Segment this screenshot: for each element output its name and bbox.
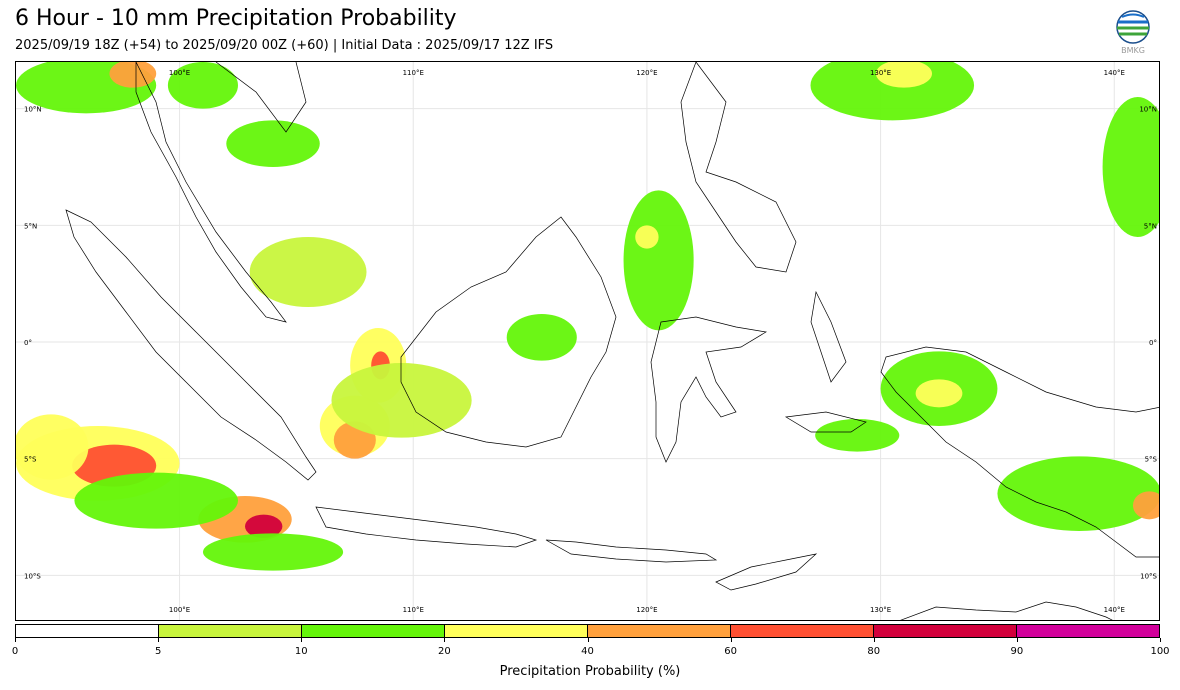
coast-maluku (810, 290, 847, 383)
precip-region (506, 314, 577, 361)
precip-region (331, 363, 472, 438)
colorbar-label: Precipitation Probability (%) (499, 664, 681, 679)
colorbar-segment (159, 625, 302, 637)
lat-label-right: 10°N (1139, 106, 1157, 114)
coast-sulawesi (650, 316, 767, 463)
colorbar-segment (1017, 625, 1159, 637)
colorbar-tick-label: 5 (154, 646, 162, 657)
colorbar-segment (588, 625, 731, 637)
lon-label-bottom: 120°E (636, 606, 657, 614)
colorbar-tick-mark (444, 638, 446, 642)
colorbar-ticks: 0 5 10 20 40 60 80 90 100 (11, 638, 1170, 660)
lon-label-bottom: 110°E (403, 606, 424, 614)
lat-label-right: 5°N (1144, 222, 1157, 230)
coast-malay-peninsula (135, 62, 287, 323)
precip-region (875, 62, 932, 88)
bmkg-logo: BMKG (1116, 10, 1150, 55)
lon-label-top: 140°E (1104, 69, 1125, 77)
precipitation-field (16, 62, 1159, 571)
colorbar-tick-label: 40 (581, 646, 594, 657)
lon-label-bottom: 140°E (1104, 606, 1125, 614)
coast-new-guinea (880, 346, 1159, 558)
colorbar-tick-mark (730, 638, 732, 642)
colorbar-segment (731, 625, 874, 637)
precip-region (1102, 97, 1159, 237)
colorbar-segment (445, 625, 588, 637)
coastlines (65, 62, 1159, 620)
colorbar (15, 624, 1160, 638)
coast-philippines (680, 62, 797, 273)
colorbar-tick-label: 80 (867, 646, 881, 657)
colorbar-tick-mark (1016, 638, 1018, 642)
logo-text: BMKG (1121, 46, 1145, 55)
precip-region (1132, 491, 1159, 520)
chart-title: 6 Hour - 10 mm Precipitation Probability (15, 6, 457, 31)
coast-seram (784, 411, 867, 433)
lon-label-top: 110°E (403, 69, 424, 77)
coast-nusa-tenggara (545, 539, 718, 563)
coast-sumatra (65, 209, 317, 481)
colorbar-tick-label: 10 (294, 646, 308, 657)
precip-region (810, 62, 975, 121)
precip-region (16, 414, 89, 480)
coast-borneo (400, 216, 617, 448)
lat-label-left: 10°S (24, 572, 41, 580)
lon-label-top: 130°E (870, 69, 891, 77)
precip-region (815, 419, 900, 452)
colorbar-segment (16, 625, 159, 637)
lat-label-right: 10°S (1140, 572, 1157, 580)
colorbar-segment (874, 625, 1017, 637)
colorbar-tick-mark (1160, 638, 1161, 642)
lat-label-left: 0° (24, 339, 32, 347)
precip-region (249, 237, 367, 307)
colorbar-tick-label: 0 (11, 646, 19, 657)
lat-label-right: 0° (1149, 339, 1157, 347)
lat-label-left: 10°N (24, 106, 42, 114)
lat-label-right: 5°S (1145, 456, 1158, 464)
precip-region (167, 62, 238, 109)
lon-label-bottom: 130°E (870, 606, 891, 614)
precipitation-map: 100°E 100°E 110°E 110°E 120°E 120°E 130°E 130°E… (16, 62, 1159, 620)
colorbar-tick-mark (587, 638, 589, 642)
map-panel: 100°E 100°E 110°E 110°E 120°E 120°E 130°E 130°E… (15, 61, 1160, 621)
colorbar-tick-mark (301, 638, 303, 642)
lon-label-top: 100°E (169, 69, 190, 77)
chart-subtitle: 2025/09/19 18Z (+54) to 2025/09/20 00Z (… (15, 38, 554, 53)
map-gridlines (16, 62, 1159, 620)
precip-region (245, 514, 283, 538)
coast-australia-north (900, 601, 1113, 620)
colorbar-tick-label: 90 (1010, 646, 1024, 657)
coast-indochina (215, 62, 307, 133)
coast-timor (715, 553, 818, 591)
colorbar-tick-mark (158, 638, 160, 642)
coast-java (315, 506, 538, 548)
precip-region (623, 190, 694, 331)
lon-label-bottom: 100°E (169, 606, 190, 614)
colorbar-tick-label: 60 (724, 646, 737, 657)
colorbar-tick-label: 100 (1150, 646, 1170, 657)
colorbar-segment (302, 625, 445, 637)
lat-label-left: 5°S (24, 456, 37, 464)
precip-region (915, 379, 963, 408)
colorbar-tick-label: 20 (438, 646, 451, 657)
precip-region (226, 120, 320, 167)
precip-region (997, 456, 1159, 531)
precip-region (109, 62, 157, 88)
precip-region (74, 472, 238, 529)
precip-region (635, 225, 659, 249)
colorbar-tick-mark (873, 638, 875, 642)
lat-label-left: 5°N (24, 222, 37, 230)
lon-label-top: 120°E (636, 69, 657, 77)
colorbar-tick-mark (15, 638, 16, 642)
precip-region (202, 533, 344, 571)
